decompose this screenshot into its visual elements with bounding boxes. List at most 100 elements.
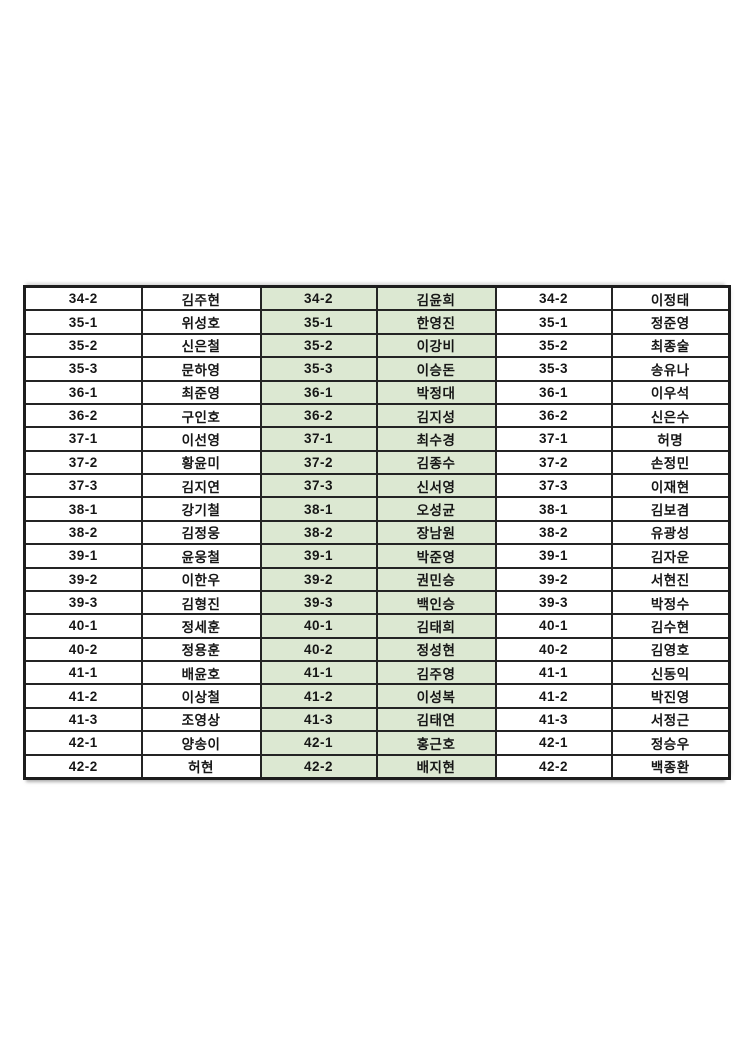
table-row: 39-1 윤웅철 39-1 박준영 39-1 김자운 bbox=[23, 543, 731, 569]
table-row: 37-2 황윤미 37-2 김종수 37-2 손정민 bbox=[23, 449, 731, 476]
cell-code-right: 39-1 bbox=[494, 543, 613, 569]
cell-code-right: 39-3 bbox=[494, 589, 613, 616]
cell-name-right: 허명 bbox=[610, 426, 731, 452]
cell-name-middle: 이성복 bbox=[375, 683, 497, 709]
cell-code-right: 41-1 bbox=[494, 660, 613, 686]
cell-code-left: 35-2 bbox=[23, 332, 143, 359]
cell-name-right: 박진영 bbox=[610, 683, 731, 709]
cell-name-right: 김영호 bbox=[610, 636, 731, 663]
table-row: 41-2 이상철 41-2 이성복 41-2 박진영 bbox=[23, 683, 731, 709]
cell-code-middle: 34-2 bbox=[259, 285, 378, 312]
table-row: 37-1 이선영 37-1 최수경 37-1 허명 bbox=[23, 426, 731, 452]
cell-code-left: 35-3 bbox=[23, 356, 143, 382]
cell-name-right: 김보겸 bbox=[610, 496, 731, 522]
cell-code-right: 35-3 bbox=[494, 356, 613, 382]
cell-name-right: 이정태 bbox=[610, 285, 731, 312]
cell-code-left: 37-3 bbox=[23, 473, 143, 499]
cell-name-middle: 오성균 bbox=[375, 496, 497, 522]
table-row: 41-1 배윤호 41-1 김주영 41-1 신동익 bbox=[23, 660, 731, 686]
cell-code-middle: 35-1 bbox=[259, 309, 378, 335]
table-row: 42-1 양송이 42-1 홍근호 42-1 정승우 bbox=[23, 730, 731, 756]
cell-name-left: 김주현 bbox=[140, 285, 262, 312]
cell-name-left: 김정웅 bbox=[140, 519, 262, 546]
cell-code-middle: 35-3 bbox=[259, 356, 378, 382]
cell-code-right: 37-3 bbox=[494, 473, 613, 499]
cell-name-right: 신동익 bbox=[610, 660, 731, 686]
cell-code-right: 35-2 bbox=[494, 332, 613, 359]
cell-name-left: 배윤호 bbox=[140, 660, 262, 686]
table-row: 36-1 최준영 36-1 박정대 36-1 이우석 bbox=[23, 379, 731, 405]
cell-code-left: 39-1 bbox=[23, 543, 143, 569]
cell-name-right: 김수현 bbox=[610, 613, 731, 639]
cell-name-left: 이한우 bbox=[140, 566, 262, 592]
cell-name-right: 이우석 bbox=[610, 379, 731, 405]
cell-code-left: 42-2 bbox=[23, 753, 143, 780]
cell-name-right: 서정근 bbox=[610, 706, 731, 733]
cell-name-right: 손정민 bbox=[610, 449, 731, 476]
cell-name-right: 서현진 bbox=[610, 566, 731, 592]
cell-code-left: 38-2 bbox=[23, 519, 143, 546]
table-row: 34-2 김주현 34-2 김윤희 34-2 이정태 bbox=[23, 285, 731, 312]
cell-name-left: 허현 bbox=[140, 753, 262, 780]
cell-name-left: 이선영 bbox=[140, 426, 262, 452]
table-row: 37-3 김지연 37-3 신서영 37-3 이재현 bbox=[23, 473, 731, 499]
cell-name-middle: 배지현 bbox=[375, 753, 497, 780]
cell-code-left: 42-1 bbox=[23, 730, 143, 756]
cell-code-right: 36-2 bbox=[494, 402, 613, 429]
cell-name-left: 윤웅철 bbox=[140, 543, 262, 569]
cell-name-right: 정승우 bbox=[610, 730, 731, 756]
cell-code-middle: 41-1 bbox=[259, 660, 378, 686]
cell-name-left: 위성호 bbox=[140, 309, 262, 335]
cell-name-middle: 홍근호 bbox=[375, 730, 497, 756]
cell-code-middle: 38-1 bbox=[259, 496, 378, 522]
cell-name-middle: 김지성 bbox=[375, 402, 497, 429]
cell-code-middle: 39-1 bbox=[259, 543, 378, 569]
cell-code-middle: 36-2 bbox=[259, 402, 378, 429]
table-row: 35-3 문하영 35-3 이승돈 35-3 송유나 bbox=[23, 356, 731, 382]
cell-name-middle: 김태연 bbox=[375, 706, 497, 733]
cell-code-right: 34-2 bbox=[494, 285, 613, 312]
cell-name-middle: 박정대 bbox=[375, 379, 497, 405]
table-row: 40-2 정용훈 40-2 정성현 40-2 김영호 bbox=[23, 636, 731, 663]
cell-code-left: 38-1 bbox=[23, 496, 143, 522]
cell-code-right: 40-2 bbox=[494, 636, 613, 663]
table-row: 40-1 정세훈 40-1 김태희 40-1 김수현 bbox=[23, 613, 731, 639]
table-row: 36-2 구인호 36-2 김지성 36-2 신은수 bbox=[23, 402, 731, 429]
cell-code-right: 38-2 bbox=[494, 519, 613, 546]
cell-code-right: 37-2 bbox=[494, 449, 613, 476]
roster-table: 34-2 김주현 34-2 김윤희 34-2 이정태 35-1 위성호 35-1… bbox=[23, 285, 731, 780]
cell-name-right: 신은수 bbox=[610, 402, 731, 429]
cell-code-right: 40-1 bbox=[494, 613, 613, 639]
table-row: 42-2 허현 42-2 배지현 42-2 백종환 bbox=[23, 753, 731, 780]
cell-code-middle: 37-2 bbox=[259, 449, 378, 476]
cell-name-left: 이상철 bbox=[140, 683, 262, 709]
cell-code-middle: 41-3 bbox=[259, 706, 378, 733]
cell-name-right: 최종술 bbox=[610, 332, 731, 359]
table-row: 35-2 신은철 35-2 이강비 35-2 최종술 bbox=[23, 332, 731, 359]
cell-name-middle: 이승돈 bbox=[375, 356, 497, 382]
cell-code-left: 34-2 bbox=[23, 285, 143, 312]
cell-code-right: 37-1 bbox=[494, 426, 613, 452]
cell-name-middle: 정성현 bbox=[375, 636, 497, 663]
cell-code-left: 37-2 bbox=[23, 449, 143, 476]
cell-name-middle: 최수경 bbox=[375, 426, 497, 452]
cell-name-left: 조영상 bbox=[140, 706, 262, 733]
table-row: 35-1 위성호 35-1 한영진 35-1 정준영 bbox=[23, 309, 731, 335]
cell-name-left: 최준영 bbox=[140, 379, 262, 405]
cell-code-left: 41-3 bbox=[23, 706, 143, 733]
cell-code-middle: 42-1 bbox=[259, 730, 378, 756]
cell-code-right: 36-1 bbox=[494, 379, 613, 405]
cell-code-middle: 41-2 bbox=[259, 683, 378, 709]
cell-code-left: 41-2 bbox=[23, 683, 143, 709]
cell-code-middle: 42-2 bbox=[259, 753, 378, 780]
cell-code-left: 36-2 bbox=[23, 402, 143, 429]
cell-code-left: 39-3 bbox=[23, 589, 143, 616]
cell-name-left: 문하영 bbox=[140, 356, 262, 382]
cell-code-right: 42-1 bbox=[494, 730, 613, 756]
cell-code-middle: 40-2 bbox=[259, 636, 378, 663]
cell-name-left: 구인호 bbox=[140, 402, 262, 429]
cell-code-middle: 40-1 bbox=[259, 613, 378, 639]
table-row: 38-2 김정웅 38-2 장남원 38-2 유광성 bbox=[23, 519, 731, 546]
cell-name-middle: 박준영 bbox=[375, 543, 497, 569]
